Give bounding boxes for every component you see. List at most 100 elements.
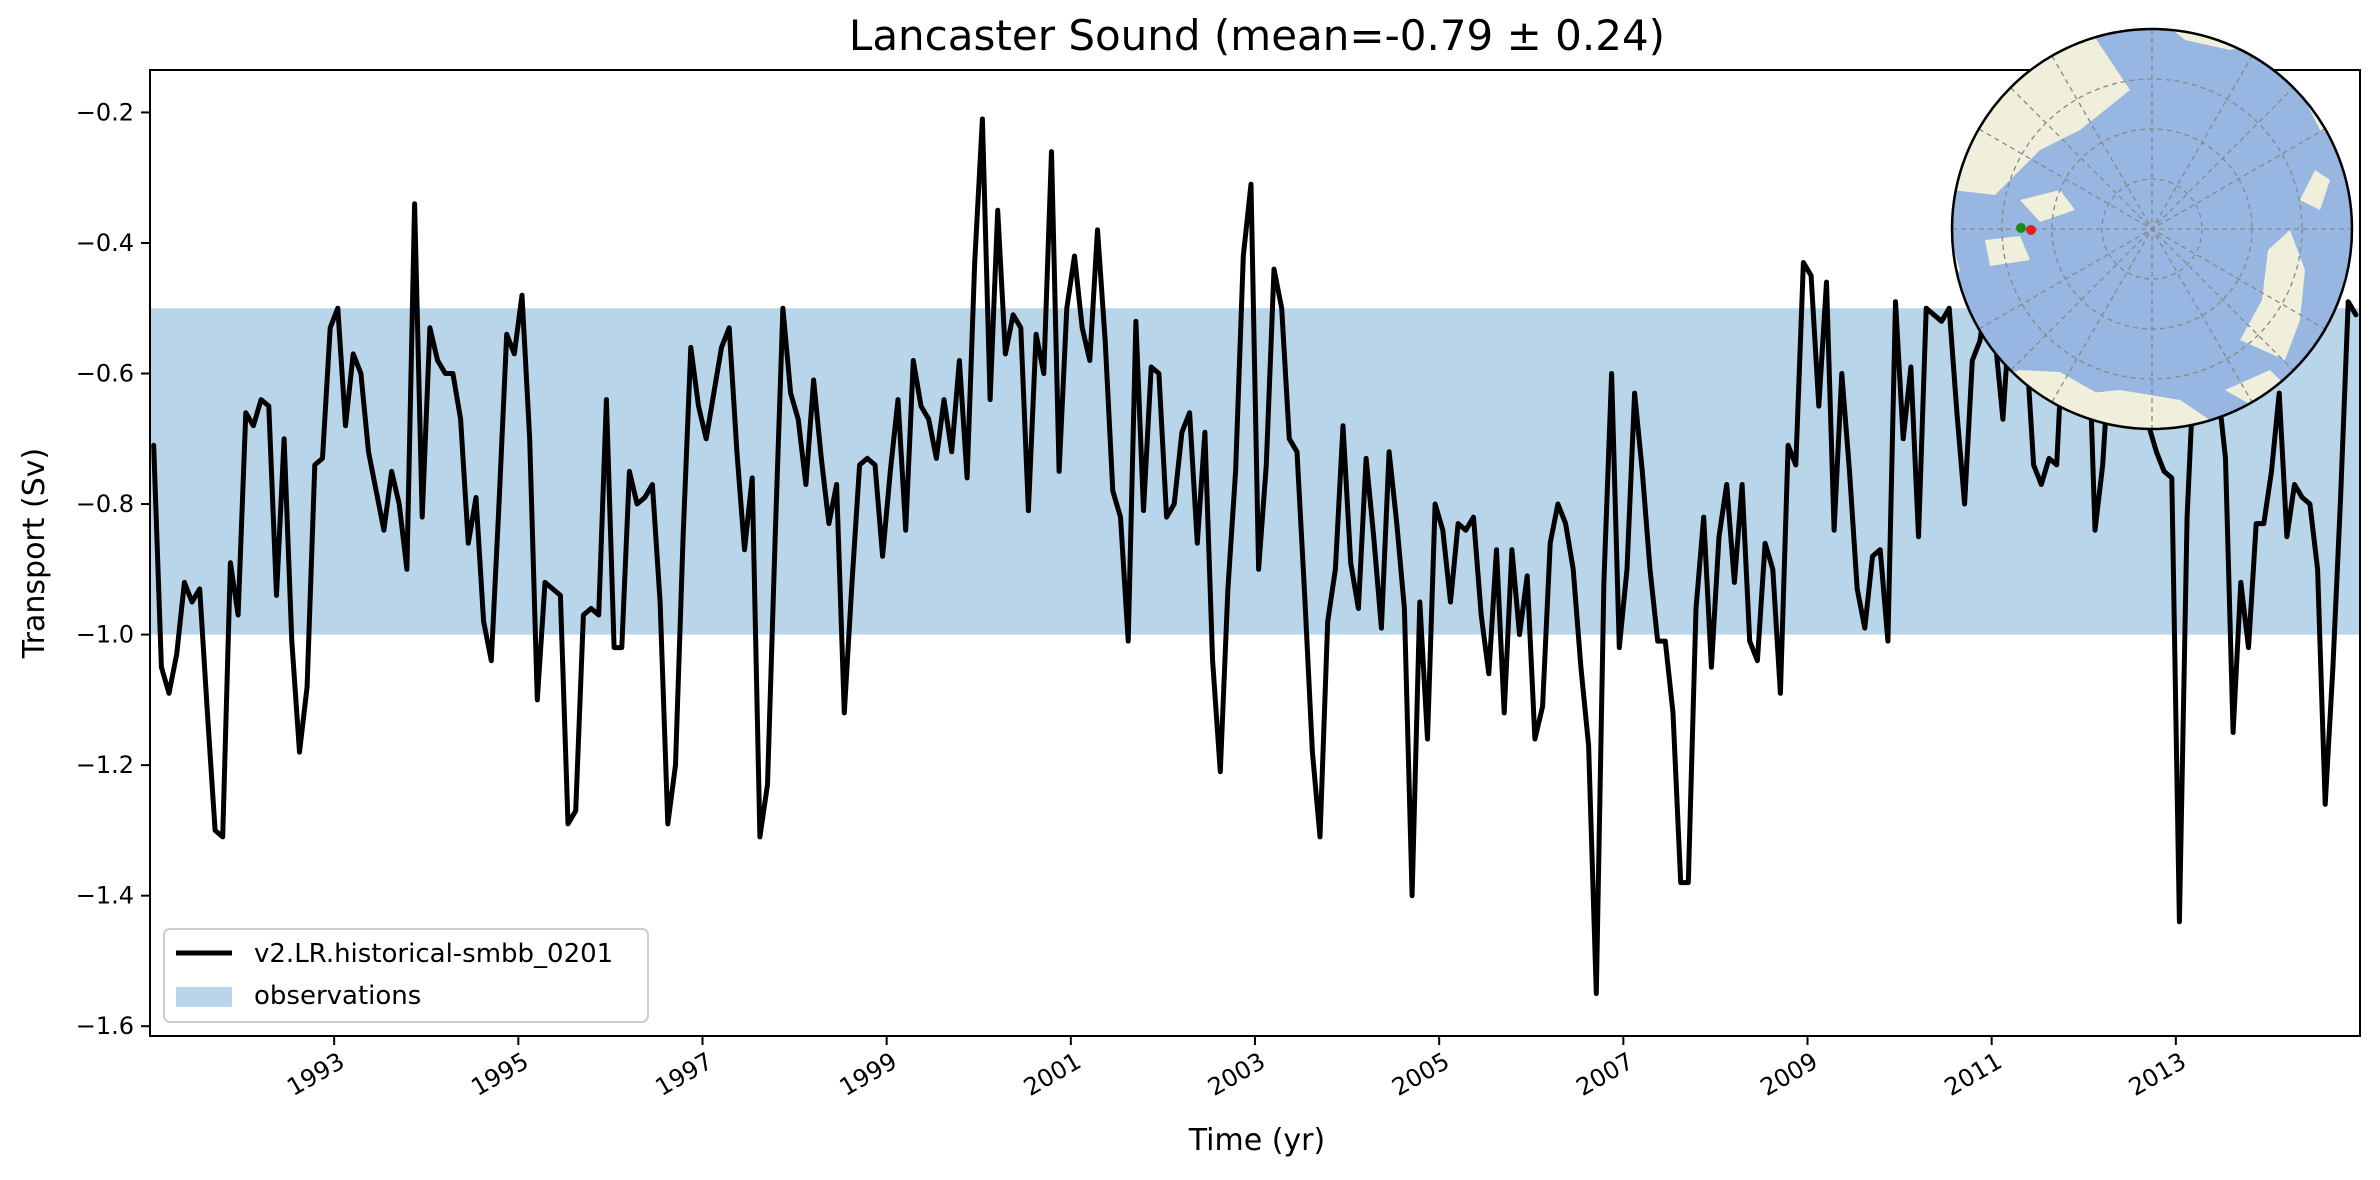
data-point-165 xyxy=(1417,599,1422,604)
data-point-63 xyxy=(635,502,640,507)
data-point-128 xyxy=(1133,319,1138,324)
data-point-117 xyxy=(1049,149,1054,154)
data-point-12 xyxy=(243,410,248,415)
data-point-50 xyxy=(535,697,540,702)
x-axis: 1993 1995 1997 1999 2001 2003 2005 2007 2009 2011… xyxy=(282,1036,2191,1102)
data-point-188 xyxy=(1594,991,1599,996)
data-point-140 xyxy=(1225,586,1230,591)
data-point-221 xyxy=(1847,469,1852,474)
data-point-235 xyxy=(1954,410,1959,415)
data-point-231 xyxy=(1924,306,1929,311)
data-point-177 xyxy=(1509,547,1514,552)
data-point-144 xyxy=(1256,567,1261,572)
data-point-285 xyxy=(2338,495,2343,500)
data-point-150 xyxy=(1302,593,1307,598)
data-point-56 xyxy=(581,613,586,618)
x-tick-label: 2013 xyxy=(2124,1047,2191,1102)
data-point-20 xyxy=(305,684,310,689)
data-point-113 xyxy=(1018,325,1023,330)
y-tick-label: −1.2 xyxy=(76,751,134,779)
data-point-11 xyxy=(236,613,241,618)
data-point-10 xyxy=(228,560,233,565)
data-point-123 xyxy=(1095,227,1100,232)
data-point-121 xyxy=(1080,325,1085,330)
data-point-67 xyxy=(665,821,670,826)
data-point-87 xyxy=(819,456,824,461)
legend-label-series: v2.LR.historical-smbb_0201 xyxy=(254,939,613,969)
data-point-107 xyxy=(972,260,977,265)
data-point-283 xyxy=(2323,802,2328,807)
data-point-76 xyxy=(734,449,739,454)
data-point-246 xyxy=(2039,482,2044,487)
data-point-33 xyxy=(404,567,409,572)
data-point-263 xyxy=(2169,475,2174,480)
data-point-44 xyxy=(489,658,494,663)
data-point-9 xyxy=(220,834,225,839)
data-point-194 xyxy=(1640,469,1645,474)
x-tick-label: 1993 xyxy=(282,1047,349,1102)
data-point-22 xyxy=(320,456,325,461)
data-point-139 xyxy=(1218,769,1223,774)
data-point-66 xyxy=(658,599,663,604)
data-point-34 xyxy=(412,201,417,206)
data-point-275 xyxy=(2261,521,2266,526)
data-point-279 xyxy=(2292,482,2297,487)
data-point-157 xyxy=(1356,606,1361,611)
data-point-77 xyxy=(742,547,747,552)
data-point-29 xyxy=(374,488,379,493)
data-point-53 xyxy=(558,593,563,598)
data-point-38 xyxy=(443,371,448,376)
data-point-254 xyxy=(2100,462,2105,467)
data-point-203 xyxy=(1709,665,1714,670)
data-point-284 xyxy=(2330,665,2335,670)
data-point-7 xyxy=(205,710,210,715)
data-point-115 xyxy=(1034,332,1039,337)
data-point-193 xyxy=(1632,391,1637,396)
data-point-8 xyxy=(213,828,218,833)
x-tick-label: 2001 xyxy=(1019,1047,1086,1102)
y-tick-label: −1.4 xyxy=(76,882,134,910)
data-point-200 xyxy=(1686,880,1691,885)
data-point-151 xyxy=(1310,750,1315,755)
data-point-213 xyxy=(1786,443,1791,448)
data-point-282 xyxy=(2315,567,2320,572)
data-point-171 xyxy=(1463,528,1468,533)
data-point-233 xyxy=(1939,319,1944,324)
data-point-226 xyxy=(1885,639,1890,644)
data-point-61 xyxy=(619,645,624,650)
data-point-202 xyxy=(1701,515,1706,520)
data-point-31 xyxy=(389,469,394,474)
data-point-4 xyxy=(182,580,187,585)
data-point-96 xyxy=(888,469,893,474)
data-point-162 xyxy=(1394,521,1399,526)
data-point-72 xyxy=(704,436,709,441)
data-point-183 xyxy=(1555,502,1560,507)
legend: v2.LR.historical-smbb_0201 observations xyxy=(163,928,649,1023)
data-point-120 xyxy=(1072,254,1077,259)
data-point-89 xyxy=(834,482,839,487)
data-point-154 xyxy=(1333,567,1338,572)
data-point-245 xyxy=(2031,462,2036,467)
x-tick-label: 1999 xyxy=(835,1047,902,1102)
data-point-219 xyxy=(1832,528,1837,533)
map-marker-red xyxy=(2026,225,2036,235)
data-point-241 xyxy=(2000,417,2005,422)
data-point-184 xyxy=(1563,521,1568,526)
data-point-163 xyxy=(1402,606,1407,611)
data-point-141 xyxy=(1233,469,1238,474)
data-point-207 xyxy=(1740,482,1745,487)
data-point-1 xyxy=(159,665,164,670)
data-point-62 xyxy=(627,469,632,474)
data-point-69 xyxy=(681,534,686,539)
data-point-230 xyxy=(1916,534,1921,539)
data-point-205 xyxy=(1724,482,1729,487)
data-point-86 xyxy=(811,378,816,383)
data-point-95 xyxy=(880,554,885,559)
data-point-234 xyxy=(1947,306,1952,311)
data-point-102 xyxy=(934,456,939,461)
data-point-147 xyxy=(1279,306,1284,311)
x-tick-label: 2003 xyxy=(1203,1047,1270,1102)
legend-label-observations: observations xyxy=(254,981,421,1011)
data-point-248 xyxy=(2054,462,2059,467)
